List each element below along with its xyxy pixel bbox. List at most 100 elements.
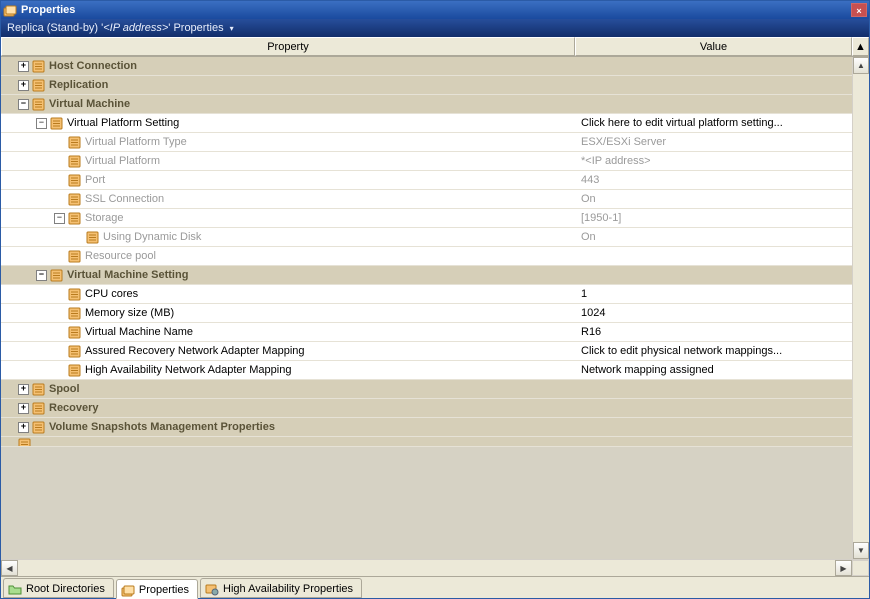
vertical-scrollbar[interactable]: ▲ ▼ [852,57,869,559]
value-cell[interactable]: 1 [575,288,852,300]
tab-root-label: Root Directories [26,583,105,595]
value-cell[interactable]: R16 [575,326,852,338]
doc-icon [50,269,63,282]
property-label: Assured Recovery Network Adapter Mapping [85,345,305,357]
property-cell: SSL Connection [1,193,575,206]
property-cell: Virtual Machine Name [1,326,575,339]
subtitle-dropdown-icon[interactable]: ▾ [230,24,234,33]
value-cell[interactable]: Click to edit physical network mappings.… [575,345,852,357]
scroll-left-icon[interactable]: ◀ [1,560,18,576]
tab-ha-properties[interactable]: High Availability Properties [200,578,362,598]
column-value-header[interactable]: Value [575,37,852,56]
tree-row[interactable]: −Virtual Machine [1,95,852,114]
property-cell: Memory size (MB) [1,307,575,320]
vscroll-track[interactable] [853,74,869,542]
folder-icon [8,582,22,596]
tree-row[interactable]: High Availability Network Adapter Mappin… [1,361,852,380]
property-label: Virtual Machine Name [85,326,193,338]
tab-root-directories[interactable]: Root Directories [3,578,114,598]
scroll-corner [852,560,869,576]
subtitle-bar: Replica (Stand-by) ' <IP address> ' Prop… [1,19,869,37]
tab-bar: Root Directories Properties High Availab… [1,576,869,598]
close-button[interactable]: × [851,3,867,17]
tree-row[interactable]: −Storage[1950-1] [1,209,852,228]
tree-row[interactable]: −Virtual Platform SettingClick here to e… [1,114,852,133]
tree-row-partial [1,437,852,447]
value-cell[interactable]: 1024 [575,307,852,319]
tree-row[interactable]: CPU cores 1 [1,285,852,304]
scroll-down-icon[interactable]: ▼ [853,542,869,559]
tree-row[interactable]: Port443 [1,171,852,190]
tree-row[interactable]: +Spool [1,380,852,399]
subtitle-suffix: ' Properties [168,22,223,34]
collapse-icon[interactable]: − [18,99,29,110]
tab-properties[interactable]: Properties [116,579,198,599]
tree-row[interactable]: +Host Connection [1,57,852,76]
property-cell: −Storage [1,212,575,225]
stack-icon [121,583,135,597]
value-cell[interactable]: *<IP address> [575,155,852,167]
property-label: Replication [49,79,108,91]
property-cell: Resource pool [1,250,575,263]
expand-icon[interactable]: + [18,403,29,414]
property-label: Volume Snapshots Management Properties [49,421,275,433]
expand-icon[interactable]: + [18,422,29,433]
property-cell: Port [1,174,575,187]
doc-icon [32,79,45,92]
hscroll-track[interactable] [18,560,835,576]
doc-icon [50,117,63,130]
tree-row[interactable]: Resource pool [1,247,852,266]
expand-icon[interactable]: + [18,80,29,91]
value-cell[interactable]: [1950-1] [575,212,852,224]
tree-row[interactable]: Assured Recovery Network Adapter Mapping… [1,342,852,361]
scroll-up-button[interactable]: ▲ [852,37,869,56]
property-cell: Virtual Platform Type [1,136,575,149]
subtitle-address: <IP address> [103,22,168,34]
doc-icon [32,383,45,396]
property-label: SSL Connection [85,193,164,205]
column-property-header[interactable]: Property [1,37,575,56]
property-cell: Using Dynamic Disk [1,231,575,244]
value-cell[interactable]: On [575,193,852,205]
property-label: CPU cores [85,288,138,300]
tree-row[interactable]: Using Dynamic Disk On [1,228,852,247]
tree-row[interactable]: Virtual Platform TypeESX/ESXi Server [1,133,852,152]
subtitle-prefix: Replica (Stand-by) ' [7,22,103,34]
doc-icon [68,155,81,168]
doc-icon [68,212,81,225]
property-cell: CPU cores [1,288,575,301]
property-label: Using Dynamic Disk [103,231,201,243]
tree-row[interactable]: + Volume Snapshots Management Properties [1,418,852,437]
tree-row[interactable]: +Recovery [1,399,852,418]
value-cell[interactable]: Network mapping assigned [575,364,852,376]
tree-row[interactable]: Memory size (MB) 1024 [1,304,852,323]
tree-row[interactable]: SSL Connection On [1,190,852,209]
expand-icon[interactable]: + [18,61,29,72]
expand-icon[interactable]: + [18,384,29,395]
property-cell: + Volume Snapshots Management Properties [1,421,575,434]
value-cell[interactable]: On [575,231,852,243]
doc-icon [18,438,31,446]
value-cell[interactable]: 443 [575,174,852,186]
property-label: High Availability Network Adapter Mappin… [85,364,291,376]
tree-row[interactable]: + Replication [1,76,852,95]
scroll-up-icon[interactable]: ▲ [853,57,869,74]
collapse-icon[interactable]: − [36,270,47,281]
property-cell: +Spool [1,383,575,396]
property-cell: Virtual Platform [1,155,575,168]
collapse-icon[interactable]: − [36,118,47,129]
tree-row[interactable]: −Virtual Machine Setting [1,266,852,285]
doc-icon [86,231,99,244]
property-label: Memory size (MB) [85,307,174,319]
window-icon [3,3,17,17]
doc-icon [68,307,81,320]
doc-icon [32,402,45,415]
horizontal-scrollbar[interactable]: ◀ ▶ [1,559,869,576]
tree-row[interactable]: Virtual Machine Name R16 [1,323,852,342]
scroll-right-icon[interactable]: ▶ [835,560,852,576]
value-cell[interactable]: ESX/ESXi Server [575,136,852,148]
property-cell: −Virtual Machine [1,98,575,111]
tree-row[interactable]: Virtual Platform*<IP address> [1,152,852,171]
value-cell[interactable]: Click here to edit virtual platform sett… [575,117,852,129]
collapse-icon[interactable]: − [54,213,65,224]
